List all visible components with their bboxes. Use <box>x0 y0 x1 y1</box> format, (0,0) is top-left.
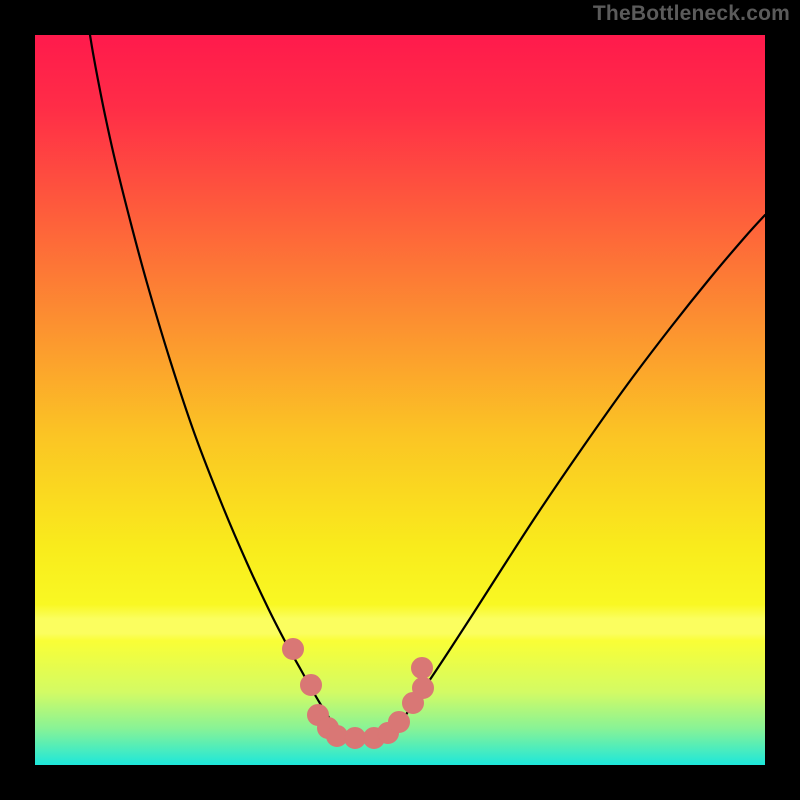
data-marker <box>301 675 322 696</box>
data-marker <box>413 678 434 699</box>
data-marker <box>389 712 410 733</box>
plot-area <box>35 35 765 765</box>
plot-svg <box>35 35 765 765</box>
watermark-text: TheBottleneck.com <box>593 2 790 26</box>
data-marker <box>283 639 304 660</box>
chart-frame: TheBottleneck.com <box>0 0 800 800</box>
data-marker <box>345 728 366 749</box>
data-marker <box>412 658 433 679</box>
gradient-background <box>35 35 765 765</box>
